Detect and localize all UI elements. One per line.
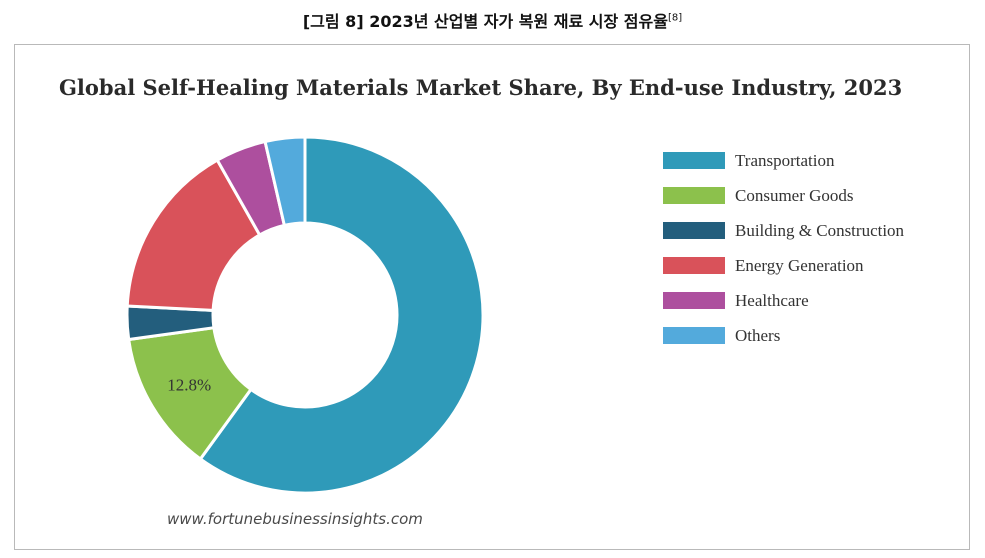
slice-others bbox=[263, 135, 307, 228]
slice-energy-generation bbox=[125, 158, 262, 312]
source-url: www.fortunebusinessinsights.com bbox=[167, 510, 423, 528]
legend-swatch bbox=[663, 327, 725, 344]
data-label-consumer-goods: 12.8% bbox=[167, 375, 211, 394]
figure-caption: [그림 8] 2023년 산업별 자가 복원 재료 시장 점유율[8] bbox=[0, 8, 985, 32]
legend-item-healthcare: Healthcare bbox=[663, 283, 904, 318]
legend-swatch bbox=[663, 152, 725, 169]
slice-transportation bbox=[198, 135, 485, 495]
legend-swatch bbox=[663, 292, 725, 309]
legend-item-consumer-goods: Consumer Goods bbox=[663, 178, 904, 213]
donut-chart: 12.8% bbox=[125, 135, 485, 495]
legend-swatch bbox=[663, 222, 725, 239]
legend-swatch bbox=[663, 187, 725, 204]
legend-label: Healthcare bbox=[735, 290, 809, 310]
legend-label: Energy Generation bbox=[735, 255, 864, 275]
legend-label: Others bbox=[735, 325, 781, 345]
legend-label: Building & Construction bbox=[735, 220, 905, 240]
legend-label: Transportation bbox=[735, 150, 835, 170]
chart-frame: Global Self-Healing Materials Market Sha… bbox=[14, 44, 970, 550]
legend-item-building-construction: Building & Construction bbox=[663, 213, 904, 248]
figure-caption-ref: [8] bbox=[667, 12, 683, 24]
chart-legend: Transportation Consumer Goods Building &… bbox=[663, 143, 904, 353]
legend-swatch bbox=[663, 257, 725, 274]
legend-label: Consumer Goods bbox=[735, 185, 854, 205]
figure-caption-text: [그림 8] 2023년 산업별 자가 복원 재료 시장 점유율 bbox=[302, 12, 668, 31]
chart-title: Global Self-Healing Materials Market Sha… bbox=[59, 75, 903, 100]
legend-item-others: Others bbox=[663, 318, 904, 353]
legend-item-transportation: Transportation bbox=[663, 143, 904, 178]
legend-item-energy-generation: Energy Generation bbox=[663, 248, 904, 283]
